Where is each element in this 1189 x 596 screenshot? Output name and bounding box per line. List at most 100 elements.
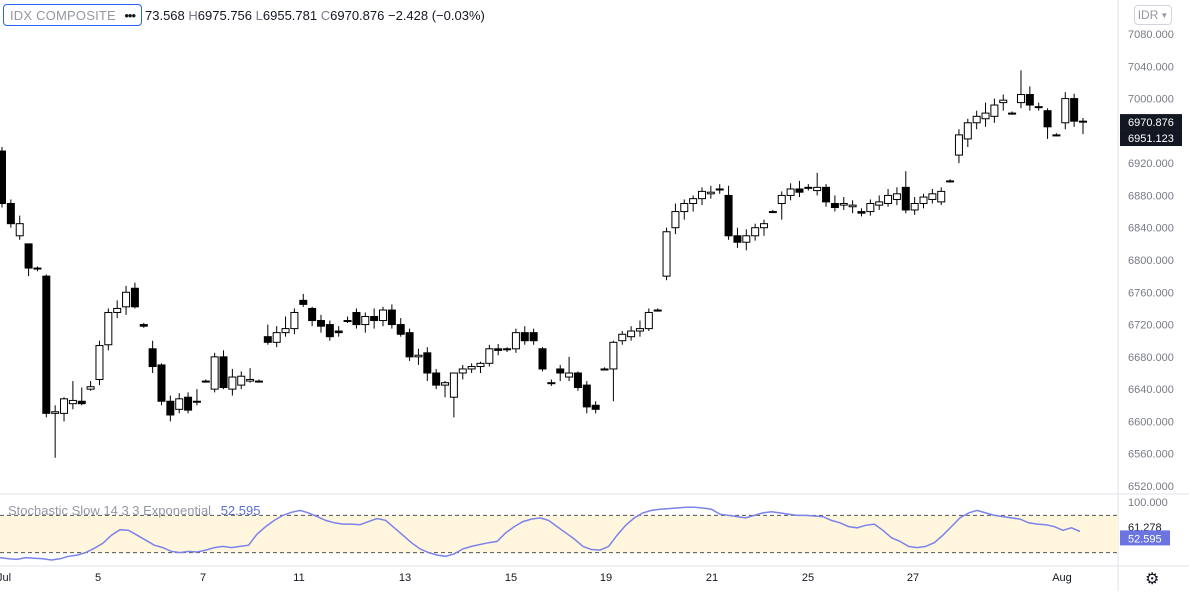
currency-button[interactable]: IDR ▼: [1134, 5, 1172, 25]
candle-body: [822, 186, 831, 203]
time-tick-label: 7: [200, 572, 206, 584]
price-tick-label: 7040.000: [1128, 61, 1174, 73]
candle-body: [706, 191, 715, 195]
time-tick-label: 15: [505, 572, 517, 584]
candle-body: [68, 399, 77, 405]
indicator-legend[interactable]: Stochastic Slow 14 3 3 Exponential 52.59…: [8, 503, 260, 518]
candle-body: [24, 243, 33, 269]
candle-body: [387, 309, 396, 326]
candle-body: [219, 356, 228, 389]
candle-body: [370, 316, 379, 322]
candle-body: [573, 372, 582, 389]
candle-body: [441, 382, 450, 386]
candle-body: [237, 375, 246, 386]
candle-body: [1052, 134, 1061, 137]
candle-body: [1070, 98, 1079, 122]
candle-body: [423, 352, 432, 374]
price-tick-label: 6560.000: [1128, 449, 1174, 461]
symbol-name: IDX COMPOSITE: [10, 7, 116, 23]
candle-body: [77, 400, 86, 405]
candle-body: [325, 324, 334, 338]
price-tick-label: 6920.000: [1128, 158, 1174, 170]
indicator-value: 52.595: [220, 503, 261, 518]
second-price-label-bg: [1120, 130, 1182, 147]
candle-body: [715, 188, 724, 191]
candle-body: [396, 324, 405, 335]
candle-body: [884, 194, 893, 205]
stoch-d-label: 52.595: [1128, 533, 1162, 545]
candle-body: [609, 341, 618, 370]
close-label: C: [320, 8, 331, 23]
candle-body: [981, 112, 990, 120]
more-dots-icon[interactable]: •••: [124, 8, 136, 23]
candle-body: [15, 223, 24, 237]
candle-body: [547, 382, 556, 385]
candle-body: [467, 366, 476, 370]
candle-body: [449, 372, 458, 398]
candle-body: [166, 400, 175, 416]
indicator-name: Stochastic Slow 14 3 3 Exponential: [8, 503, 212, 518]
candle-body: [334, 330, 343, 334]
price-tick-label: 6520.000: [1128, 481, 1174, 493]
candle-body: [1025, 94, 1034, 106]
candle-body: [263, 336, 272, 343]
ohlc-legend: 73.568 H6975.756 L6955.781 C6970.876 −2.…: [145, 8, 485, 23]
candle-body: [192, 400, 201, 403]
candle-body: [228, 376, 237, 390]
price-tick-label: 6680.000: [1128, 352, 1174, 364]
candle-body: [777, 194, 786, 205]
price-tick-label: 6720.000: [1128, 320, 1174, 332]
stoch-tick-label: 100.000: [1128, 497, 1168, 509]
stoch-line: [0, 506, 1081, 561]
candle-body: [290, 311, 299, 330]
candle-body: [875, 201, 884, 206]
candle-body: [281, 328, 290, 334]
candle-body: [768, 211, 777, 214]
candle-body: [272, 332, 281, 343]
candle-body: [485, 348, 494, 364]
candle-body: [51, 411, 60, 414]
candle-body: [990, 104, 999, 117]
candle-body: [494, 348, 503, 351]
candle-body: [689, 198, 698, 205]
candle-body: [928, 193, 937, 200]
candle-body: [352, 311, 361, 326]
symbol-search-button[interactable]: IDX COMPOSITE •••: [3, 4, 142, 26]
close-value: 6970.876: [330, 8, 385, 23]
candle-body: [857, 211, 866, 214]
price-tick-label: 6880.000: [1128, 190, 1174, 202]
candle-body: [33, 267, 42, 270]
candle-body: [972, 115, 981, 124]
time-tick-label: 27: [907, 572, 919, 584]
time-tick-label: Jul: [0, 572, 11, 584]
candle-body: [299, 299, 308, 305]
candle-body: [644, 311, 653, 330]
candle-body: [600, 368, 609, 371]
price-tick-label: 6800.000: [1128, 255, 1174, 267]
candle-body: [520, 332, 529, 342]
candle-body: [201, 380, 210, 383]
gear-icon[interactable]: ⚙: [1145, 571, 1160, 588]
candle-body: [316, 320, 325, 327]
candle-body: [95, 345, 104, 380]
candle-body: [848, 204, 857, 208]
candle-body: [937, 190, 946, 203]
candle-body: [0, 150, 6, 205]
candle-body: [538, 348, 547, 370]
candle-body: [618, 333, 627, 342]
candle-body: [511, 332, 520, 350]
candle-body: [760, 223, 769, 229]
candle-body: [254, 380, 263, 383]
candle-body: [582, 384, 591, 408]
candle-body: [1008, 112, 1017, 115]
candle-body: [795, 188, 804, 193]
time-tick-label: 21: [706, 572, 718, 584]
candle-body: [148, 348, 157, 368]
time-tick-label: 25: [802, 572, 814, 584]
candle-body: [308, 307, 317, 322]
candle-body: [946, 180, 955, 183]
candle-body: [680, 203, 689, 213]
candle-body: [157, 364, 166, 402]
